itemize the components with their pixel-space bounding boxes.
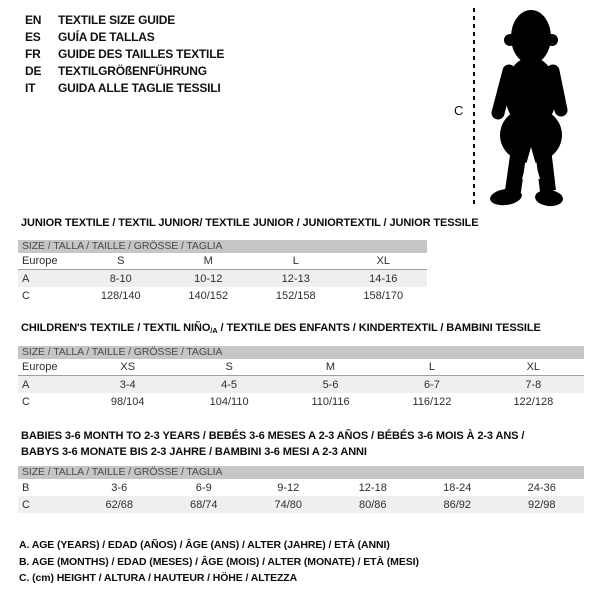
- babies-size-table: SIZE / TALLA / TAILLE / GRÖSSE / TAGLIA …: [18, 466, 584, 513]
- size-header-row: SIZE / TALLA / TAILLE / GRÖSSE / TAGLIA: [18, 346, 584, 359]
- language-label: GUÍA DE TALLAS: [58, 30, 155, 44]
- table-row-height: C 98/104 104/110 110/116 116/122 122/128: [18, 393, 584, 410]
- size-cell: XL: [526, 361, 541, 373]
- language-label: GUIDE DES TAILLES TEXTILE: [58, 47, 225, 61]
- height-cell: 68/74: [189, 498, 218, 511]
- table-row-height: C 62/68 68/74 74/80 80/86 86/92 92/98: [18, 496, 584, 513]
- language-row-fr: FR GUIDE DES TAILLES TEXTILE: [25, 46, 224, 63]
- toddler-silhouette-icon: [490, 10, 568, 207]
- row-label: C: [22, 289, 30, 302]
- months-cell: 24-36: [527, 481, 556, 494]
- height-cell: 62/68: [105, 498, 134, 511]
- size-cell: XL: [376, 255, 390, 267]
- row-label: A: [22, 378, 30, 391]
- row-label: C: [22, 498, 30, 511]
- table-row-height: C 128/140 140/152 152/158 158/170: [18, 287, 427, 304]
- months-cell: 18-24: [443, 481, 472, 494]
- size-cell: S: [117, 255, 125, 267]
- title-subscript: /A: [210, 326, 218, 335]
- row-label: B: [22, 481, 30, 494]
- legend-footnotes: A. AGE (YEARS) / EDAD (AÑOS) / ÂGE (ANS)…: [19, 537, 419, 587]
- footnote-c: C. (cm) HEIGHT / ALTURA / HAUTEUR / HÖHE…: [19, 572, 298, 584]
- table-row-months: B 3-6 6-9 9-12 12-18 18-24 24-36: [18, 479, 584, 496]
- height-cell: 104/110: [209, 395, 249, 408]
- language-label: TEXTILE SIZE GUIDE: [58, 13, 176, 27]
- children-table-title: CHILDREN'S TEXTILE / TEXTIL NIÑO/A / TEX…: [21, 320, 541, 339]
- footnote-a: A. AGE (YEARS) / EDAD (AÑOS) / ÂGE (ANS)…: [19, 539, 390, 551]
- title-line-2: BABYS 3-6 MONATE BIS 2-3 JAHRE / BAMBINI…: [21, 446, 367, 458]
- row-label: A: [22, 272, 30, 285]
- size-header-row: SIZE / TALLA / TAILLE / GRÖSSE / TAGLIA: [18, 240, 427, 253]
- row-label: C: [22, 395, 30, 408]
- title-text: / TEXTILE DES ENFANTS / KINDERTEXTIL / B…: [217, 322, 541, 334]
- size-header-row: SIZE / TALLA / TAILLE / GRÖSSE / TAGLIA: [18, 466, 584, 479]
- title-line-1: BABIES 3-6 MONTH TO 2-3 YEARS / BEBÉS 3-…: [21, 430, 525, 442]
- months-cell: 9-12: [277, 481, 300, 494]
- language-code: IT: [25, 81, 36, 95]
- table-row-age: A 3-4 4-5 5-6 6-7 7-8: [18, 376, 584, 393]
- age-cell: 5-6: [322, 378, 339, 391]
- height-cell: 86/92: [443, 498, 472, 511]
- language-code: DE: [25, 64, 42, 78]
- height-cell: 140/152: [188, 289, 229, 302]
- row-label: Europe: [22, 255, 58, 267]
- height-cell: 122/128: [513, 395, 554, 408]
- age-cell: 14-16: [369, 272, 398, 285]
- size-cell: L: [428, 361, 435, 373]
- language-row-en: EN TEXTILE SIZE GUIDE: [25, 12, 224, 29]
- size-cell: XS: [120, 361, 136, 373]
- language-row-es: ES GUÍA DE TALLAS: [25, 29, 224, 46]
- height-cell: 80/86: [358, 498, 387, 511]
- height-cell: 152/158: [275, 289, 316, 302]
- height-measure-label: C: [454, 103, 464, 118]
- height-cell: 116/122: [412, 395, 452, 408]
- language-label: GUIDA ALLE TAGLIE TESSILI: [58, 81, 221, 95]
- language-row-de: DE TEXTILGRÖßENFÜHRUNG: [25, 63, 224, 80]
- age-cell: 10-12: [194, 272, 223, 285]
- height-cell: 128/140: [100, 289, 141, 302]
- language-row-it: IT GUIDA ALLE TAGLIE TESSILI: [25, 80, 224, 97]
- babies-table-title: BABIES 3-6 MONTH TO 2-3 YEARS / BEBÉS 3-…: [21, 428, 524, 460]
- children-size-table: SIZE / TALLA / TAILLE / GRÖSSE / TAGLIA …: [18, 346, 584, 410]
- age-cell: 4-5: [221, 378, 238, 391]
- language-guide: EN TEXTILE SIZE GUIDE ES GUÍA DE TALLAS …: [25, 12, 224, 97]
- height-measure-dashed-line: [473, 8, 475, 206]
- table-row-age: A 8-10 10-12 12-13 14-16: [18, 270, 427, 287]
- language-code: EN: [25, 13, 42, 27]
- months-cell: 12-18: [358, 481, 387, 494]
- age-cell: 8-10: [109, 272, 132, 285]
- age-cell: 7-8: [525, 378, 542, 391]
- junior-size-table: SIZE / TALLA / TAILLE / GRÖSSE / TAGLIA …: [18, 240, 427, 304]
- size-cell: L: [292, 255, 299, 267]
- language-label: TEXTILGRÖßENFÜHRUNG: [58, 64, 207, 78]
- junior-table-title: JUNIOR TEXTILE / TEXTIL JUNIOR/ TEXTILE …: [21, 217, 479, 229]
- language-code: ES: [25, 30, 41, 44]
- height-cell: 92/98: [527, 498, 556, 511]
- age-cell: 12-13: [281, 272, 310, 285]
- height-cell: 98/104: [110, 395, 145, 408]
- size-cell: M: [325, 361, 336, 373]
- size-cell: M: [203, 255, 213, 267]
- table-row-europe: Europe XS S M L XL: [18, 359, 584, 376]
- age-cell: 6-7: [423, 378, 440, 391]
- height-cell: 158/170: [363, 289, 404, 302]
- months-cell: 6-9: [195, 481, 212, 494]
- size-cell: S: [225, 361, 233, 373]
- footnote-b: B. AGE (MONTHS) / EDAD (MESES) / ÂGE (MO…: [19, 555, 419, 568]
- title-text: CHILDREN'S TEXTILE / TEXTIL NIÑO: [21, 322, 211, 334]
- table-row-europe: Europe S M L XL: [18, 253, 427, 270]
- age-cell: 3-4: [119, 378, 136, 391]
- row-label: Europe: [22, 361, 58, 373]
- language-code: FR: [25, 47, 41, 61]
- height-cell: 74/80: [274, 498, 303, 511]
- months-cell: 3-6: [111, 481, 128, 494]
- height-cell: 110/116: [311, 395, 350, 408]
